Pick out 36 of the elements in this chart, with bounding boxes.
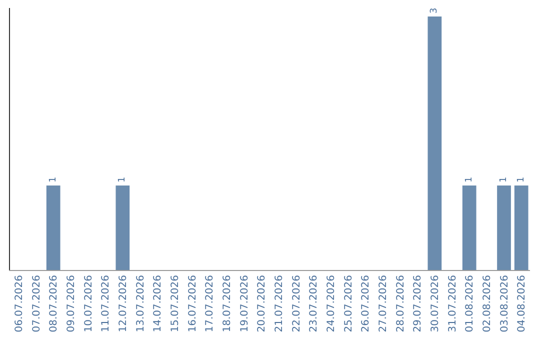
x-tick-label: 11.07.2026 <box>100 275 112 332</box>
x-tick-label: 02.08.2026 <box>482 275 493 332</box>
x-tick-label: 07.07.2026 <box>31 275 42 332</box>
data-label: 3 <box>430 8 440 14</box>
x-tick-label: 30.07.2026 <box>430 275 441 332</box>
x-tick-label: 23.07.2026 <box>308 275 320 332</box>
x-tick-label: 20.07.2026 <box>256 275 268 332</box>
x-tick-label: 31.07.2026 <box>447 275 458 332</box>
data-label: 1 <box>464 176 474 182</box>
x-tick-label: 28.07.2026 <box>395 275 406 332</box>
x-tick-label: 15.07.2026 <box>170 275 181 332</box>
x-tick-label: 14.07.2026 <box>152 275 164 332</box>
x-tick-label: 26.07.2026 <box>360 275 372 332</box>
x-tick-label: 27.07.2026 <box>378 275 389 332</box>
x-tick-label: 10.07.2026 <box>83 275 94 332</box>
x-tick-label: 06.07.2026 <box>14 275 25 332</box>
x-tick-label: 16.07.2026 <box>187 275 198 332</box>
x-tick-label: 29.07.2026 <box>412 275 424 332</box>
x-tick-label: 08.07.2026 <box>48 275 60 332</box>
x-tick-label: 22.07.2026 <box>291 275 302 332</box>
data-label: 1 <box>118 176 128 182</box>
x-tick-label: 03.08.2026 <box>499 275 510 332</box>
x-tick-label: 04.08.2026 <box>516 275 528 332</box>
x-tick-label: 17.07.2026 <box>204 275 216 332</box>
x-tick-label: 09.07.2026 <box>66 275 77 332</box>
x-tick-label: 24.07.2026 <box>326 275 337 332</box>
x-tick-label: 19.07.2026 <box>239 275 250 332</box>
data-label: 1 <box>499 176 509 182</box>
x-tick-label: 12.07.2026 <box>118 275 129 332</box>
x-tick-label: 01.08.2026 <box>464 275 476 332</box>
x-tick-label: 21.07.2026 <box>274 275 285 332</box>
x-tick-label: 13.07.2026 <box>135 275 146 332</box>
x-tick-label: 25.07.2026 <box>343 275 354 332</box>
data-label: 1 <box>48 176 58 182</box>
data-label: 1 <box>516 176 526 182</box>
x-tick-label: 18.07.2026 <box>222 275 233 332</box>
